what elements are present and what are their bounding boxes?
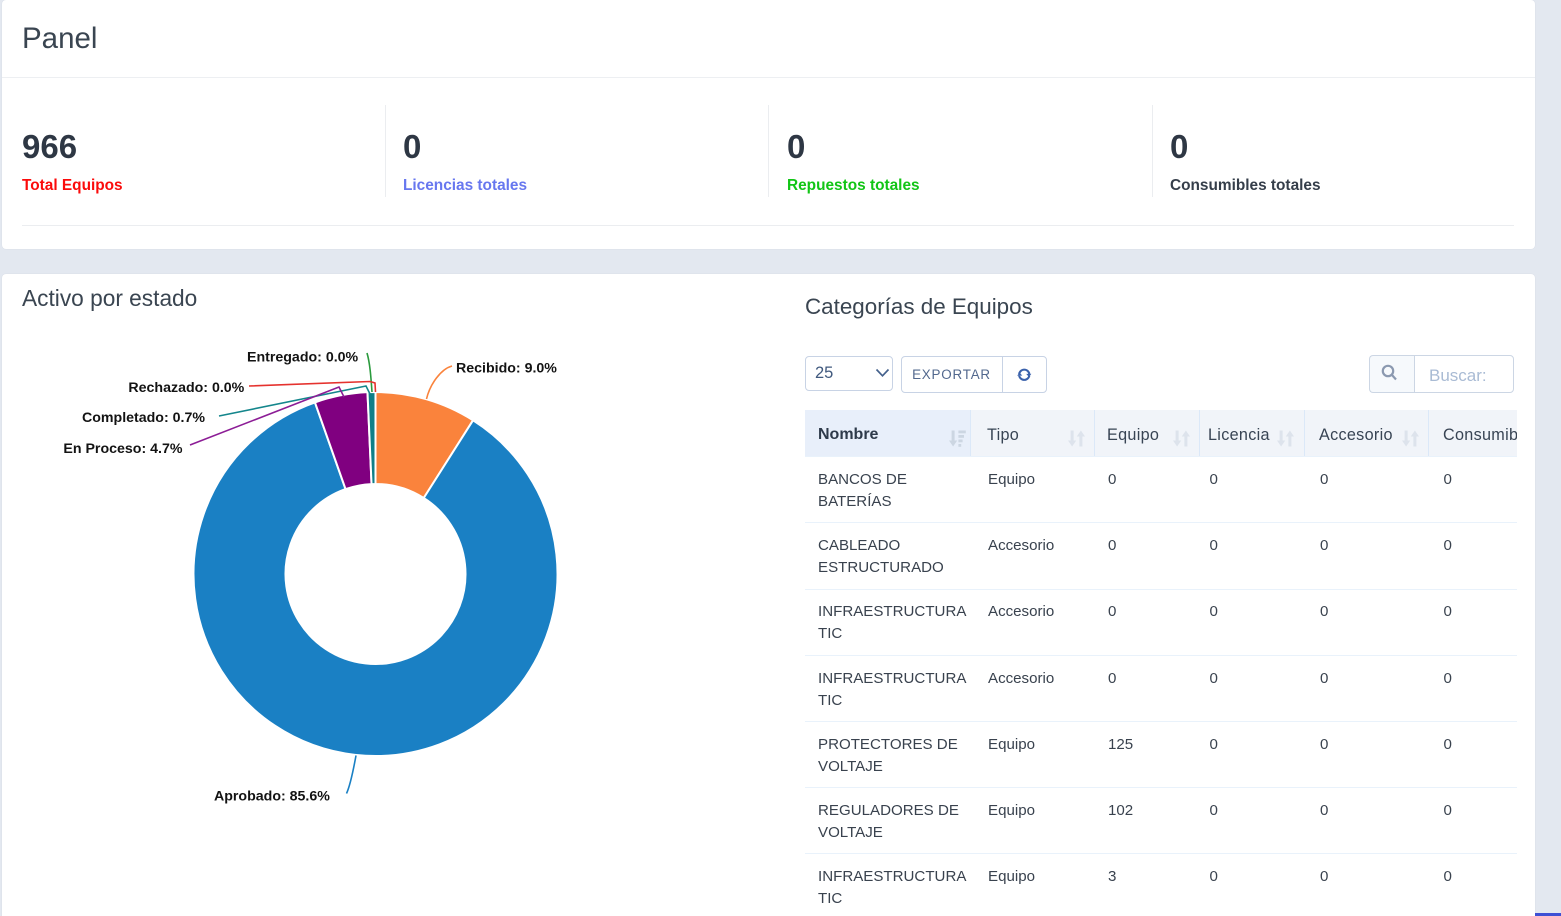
svg-text:En Proceso: 4.7%: En Proceso: 4.7% (63, 441, 182, 457)
svg-text:Completado: 0.7%: Completado: 0.7% (82, 410, 205, 426)
svg-text:Rechazado: 0.0%: Rechazado: 0.0% (128, 380, 244, 396)
svg-text:Aprobado: 85.6%: Aprobado: 85.6% (214, 789, 330, 805)
svg-text:Entregado: 0.0%: Entregado: 0.0% (247, 350, 359, 366)
svg-text:Recibido: 9.0%: Recibido: 9.0% (456, 361, 557, 377)
